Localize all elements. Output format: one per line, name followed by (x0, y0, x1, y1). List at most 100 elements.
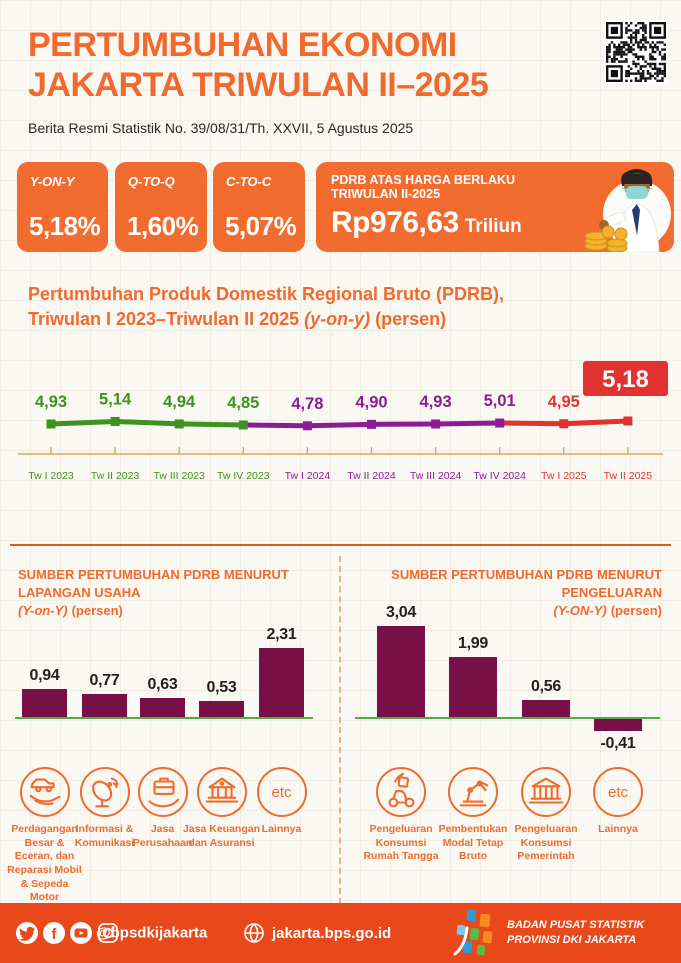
x-axis-label: Tw IV 2024 (473, 470, 526, 482)
bar (522, 700, 570, 717)
x-axis-label: Tw II 2025 (604, 470, 653, 482)
bar-value-label: 3,04 (386, 603, 416, 621)
etc-circle: etc (593, 767, 643, 817)
right-chart-header-text: SUMBER PERTUMBUHAN PDRB MENURUT PENGELUA… (391, 567, 662, 601)
line-chart-title-line2: Triwulan I 2023–Triwulan II 2025 (28, 309, 300, 330)
data-point-marker (431, 419, 441, 429)
twitter-icon[interactable] (16, 922, 38, 944)
agency-group: BADAN PUSAT STATISTIK PROVINSI DKI JAKAR… (453, 908, 645, 958)
line-segment (435, 420, 500, 427)
etc-label: etc (607, 783, 628, 801)
bps-logo (453, 908, 499, 958)
stat-value: 5,18% (29, 211, 101, 241)
social-handle[interactable]: @bpsdkijakarta (96, 924, 208, 942)
pdrb-value: Rp976,63 (331, 206, 459, 239)
pdrb-line-chart: 4,93 Tw I 2023 5,14 Tw II 2023 4,94 Tw III 20… (0, 353, 681, 501)
line-segment (499, 420, 564, 427)
agency-name: BADAN PUSAT STATISTIK PROVINSI DKI JAKAR… (507, 918, 645, 948)
bar-value-label: 0,53 (206, 679, 237, 697)
data-point-marker (367, 419, 376, 429)
stat-box-ctoc: C-TO-C 5,07% (213, 162, 305, 252)
data-point-label: 4,93 (420, 393, 452, 411)
line-segment (307, 421, 372, 429)
category-label: Lainnya (598, 823, 638, 835)
pengeluaran-bar-chart: 3,04 1,99 0,56 -0,41 (355, 598, 660, 752)
data-point-marker (559, 419, 569, 429)
svg-text:f: f (52, 926, 58, 943)
left-chart-header: SUMBER PERTUMBUHAN PDRB MENURUT LAPANGAN… (18, 566, 332, 621)
x-axis-label: Tw III 2024 (410, 470, 462, 482)
data-point-marker (495, 418, 505, 428)
bar-value-label: -0,41 (600, 735, 636, 753)
right-chart-header: SUMBER PERTUMBUHAN PDRB MENURUT PENGELUA… (352, 566, 662, 621)
social-handle-group: @bpsdkijakarta (96, 925, 207, 942)
stat-box-yony: Y-ON-Y 5,18% (17, 162, 108, 252)
agency-line2: PROVINSI DKI JAKARTA (507, 934, 637, 946)
satellite-icon (79, 767, 130, 817)
data-point-label: 4,95 (548, 393, 580, 411)
x-axis-label: Tw II 2023 (91, 470, 140, 482)
category-label: Pembentukan Modal Tetap Bruto (438, 823, 508, 863)
stat-box-qtoq: Q-TO-Q 1,60% (115, 162, 207, 252)
x-axis-label: Tw IV 2023 (217, 470, 270, 482)
stat-label: Y-ON-Y (30, 174, 75, 189)
bar (140, 698, 185, 717)
x-axis-label: Tw I 2024 (285, 470, 331, 482)
bank-icon (196, 767, 247, 817)
line-segment (50, 418, 116, 427)
right-chart-header-persen: (persen) (610, 603, 662, 619)
data-point-label: 5,18 (602, 366, 649, 393)
globe-icon (243, 922, 265, 944)
stat-label: Q-TO-Q (128, 174, 175, 189)
instagram-icon[interactable] (97, 922, 119, 944)
release-info: Berita Resmi Statistik No. 39/08/31/Th. … (28, 120, 414, 136)
data-point-label: 4,85 (227, 394, 259, 412)
stat-value: 1,60% (127, 211, 199, 241)
website-link[interactable]: jakarta.bps.go.id (272, 924, 392, 942)
bar (199, 701, 244, 717)
data-point-label: 4,90 (355, 393, 387, 411)
bar (594, 719, 642, 732)
line-chart-title: Pertumbuhan Produk Domestik Regional Bru… (28, 282, 504, 332)
agency-line1: BADAN PUSAT STATISTIK (507, 919, 645, 932)
trade-icon (19, 767, 70, 817)
category-label: Jasa Keuangan dan Asuransi (182, 823, 261, 849)
youtube-icon[interactable] (70, 922, 92, 944)
facebook-icon[interactable]: f (43, 922, 65, 944)
bar-value-label: 1,99 (458, 635, 488, 653)
line-chart-title-persen: (persen) (375, 309, 447, 330)
page-title-line1: PERTUMBUHAN EKONOMI (28, 26, 457, 64)
data-point-marker (238, 420, 248, 430)
stat-label: C-TO-C (226, 174, 272, 189)
x-axis-label: Tw I 2023 (28, 470, 74, 482)
data-point-marker (110, 416, 120, 426)
section-divider (10, 544, 671, 546)
chart-baseline (355, 717, 660, 719)
category-label: Pengeluaran Konsumsi Rumah Tangga (363, 823, 439, 863)
left-chart-header-yoy: (Y-on-Y) (18, 603, 68, 619)
bar-value-label: 2,31 (266, 625, 297, 643)
government-building-icon (521, 767, 571, 817)
line-segment (179, 421, 244, 428)
category-label: Perdagangan Besar & Eceran, dan Reparasi… (7, 823, 82, 904)
etc-label: etc (271, 783, 292, 801)
data-point-marker (302, 421, 312, 431)
briefcase-hand-icon (137, 767, 188, 817)
category-label: Jasa Perusahaan (132, 823, 193, 849)
qr-code (604, 20, 668, 84)
pdrb-title: PDRB ATAS HARGA BERLAKU TRIWULAN II-2025 (331, 173, 516, 201)
robot-arm-icon (448, 767, 498, 817)
line-segment (563, 418, 629, 427)
data-point-label: 4,93 (35, 393, 67, 411)
left-chart-header-persen: (persen) (71, 603, 123, 619)
x-axis-label: Tw II 2024 (347, 470, 396, 482)
line-segment (115, 418, 180, 427)
bar (377, 625, 425, 717)
bar-value-label: 0,56 (531, 678, 561, 696)
bar (82, 693, 127, 717)
mascot-illustration (584, 169, 671, 252)
data-point-marker (46, 419, 56, 429)
data-point-marker (623, 416, 633, 426)
category-label: Informasi & Komunikasi (74, 823, 135, 849)
